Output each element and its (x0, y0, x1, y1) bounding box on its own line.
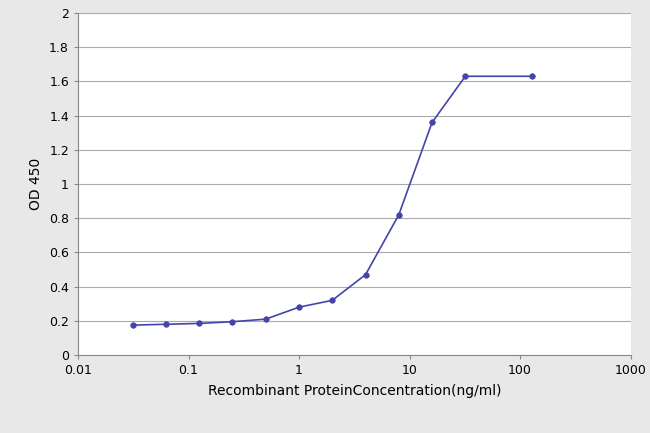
Y-axis label: OD 450: OD 450 (29, 158, 44, 210)
X-axis label: Recombinant ProteinConcentration(ng/ml): Recombinant ProteinConcentration(ng/ml) (207, 384, 501, 398)
